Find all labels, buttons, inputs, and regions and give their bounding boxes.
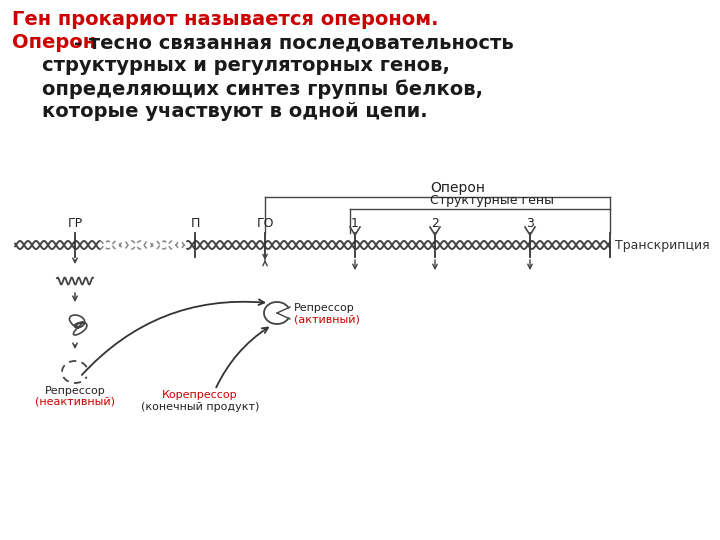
Text: ГР: ГР bbox=[68, 217, 83, 230]
Text: (неактивный): (неактивный) bbox=[35, 397, 115, 407]
Text: которые участвуют в одной цепи.: которые участвуют в одной цепи. bbox=[42, 102, 428, 121]
Text: структурных и регуляторных генов,: структурных и регуляторных генов, bbox=[42, 56, 450, 75]
Text: Оперон: Оперон bbox=[430, 181, 485, 195]
Text: определяющих синтез группы белков,: определяющих синтез группы белков, bbox=[42, 79, 483, 99]
Text: (активный): (активный) bbox=[294, 315, 360, 325]
Text: Ген прокариот называется опероном.: Ген прокариот называется опероном. bbox=[12, 10, 438, 29]
Text: (конечный продукт): (конечный продукт) bbox=[141, 402, 259, 412]
Text: Структурные гены: Структурные гены bbox=[431, 194, 554, 207]
Text: ГО: ГО bbox=[256, 217, 274, 230]
Text: Репрессор: Репрессор bbox=[294, 303, 355, 313]
Text: П: П bbox=[190, 217, 199, 230]
Text: Корепрессор: Корепрессор bbox=[162, 390, 238, 400]
Text: 2: 2 bbox=[431, 217, 439, 230]
Text: 1: 1 bbox=[351, 217, 359, 230]
Text: Репрессор: Репрессор bbox=[45, 386, 105, 396]
Text: Транскрипция: Транскрипция bbox=[615, 239, 710, 252]
Text: Оперон: Оперон bbox=[12, 33, 96, 52]
Text: - тесно связанная последовательность: - тесно связанная последовательность bbox=[74, 33, 514, 52]
Text: 3: 3 bbox=[526, 217, 534, 230]
